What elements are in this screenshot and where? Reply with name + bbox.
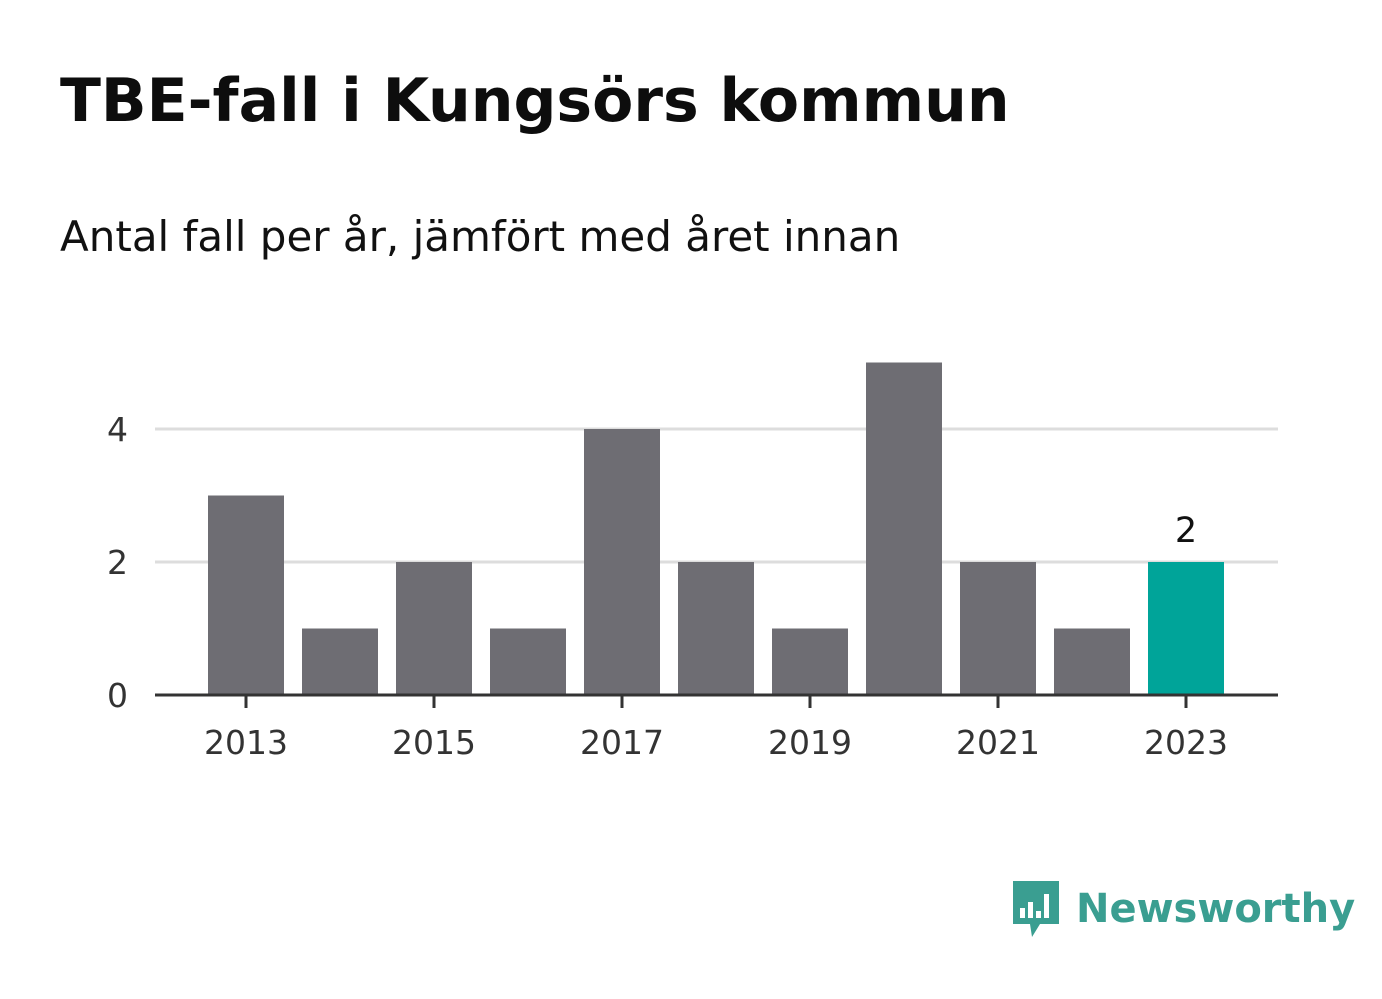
- bar-2015: [396, 562, 472, 695]
- bar-2023: [1148, 562, 1224, 695]
- x-axis: [155, 693, 1278, 708]
- y-tick-label-2: 2: [107, 543, 128, 582]
- x-tick-label-2019: 2019: [768, 723, 852, 762]
- bar-2014: [302, 628, 378, 695]
- tick-labels: 0 2 4 2013 2015 2017 2019 2021 2023 2: [107, 410, 1228, 762]
- bar-2017: [584, 429, 660, 695]
- brand-logo: Newsworthy: [1010, 878, 1355, 940]
- x-tick-label-2013: 2013: [204, 723, 288, 762]
- x-tick-label-2021: 2021: [956, 723, 1040, 762]
- gridlines: [155, 427, 1278, 564]
- bar-2019: [772, 628, 848, 695]
- y-tick-label-0: 0: [107, 676, 128, 715]
- bar-2020: [866, 362, 942, 695]
- x-tick-label-2023: 2023: [1144, 723, 1228, 762]
- bar-2016: [490, 628, 566, 695]
- bars: [208, 362, 1224, 695]
- y-tick-label-4: 4: [107, 410, 128, 449]
- chart-title: TBE-fall i Kungsörs kommun: [60, 66, 1010, 136]
- x-tick-label-2015: 2015: [392, 723, 476, 762]
- brand-name: Newsworthy: [1076, 886, 1356, 932]
- data-label-2023: 2: [1175, 511, 1197, 551]
- bar-2018: [678, 562, 754, 695]
- bar-2013: [208, 495, 284, 695]
- x-tick-label-2017: 2017: [580, 723, 664, 762]
- bar-2022: [1054, 628, 1130, 695]
- chart-subtitle: Antal fall per år, jämfört med året inna…: [60, 212, 901, 261]
- bar-2021: [960, 562, 1036, 695]
- bar-chart-speech-bubble-icon: [1013, 881, 1059, 937]
